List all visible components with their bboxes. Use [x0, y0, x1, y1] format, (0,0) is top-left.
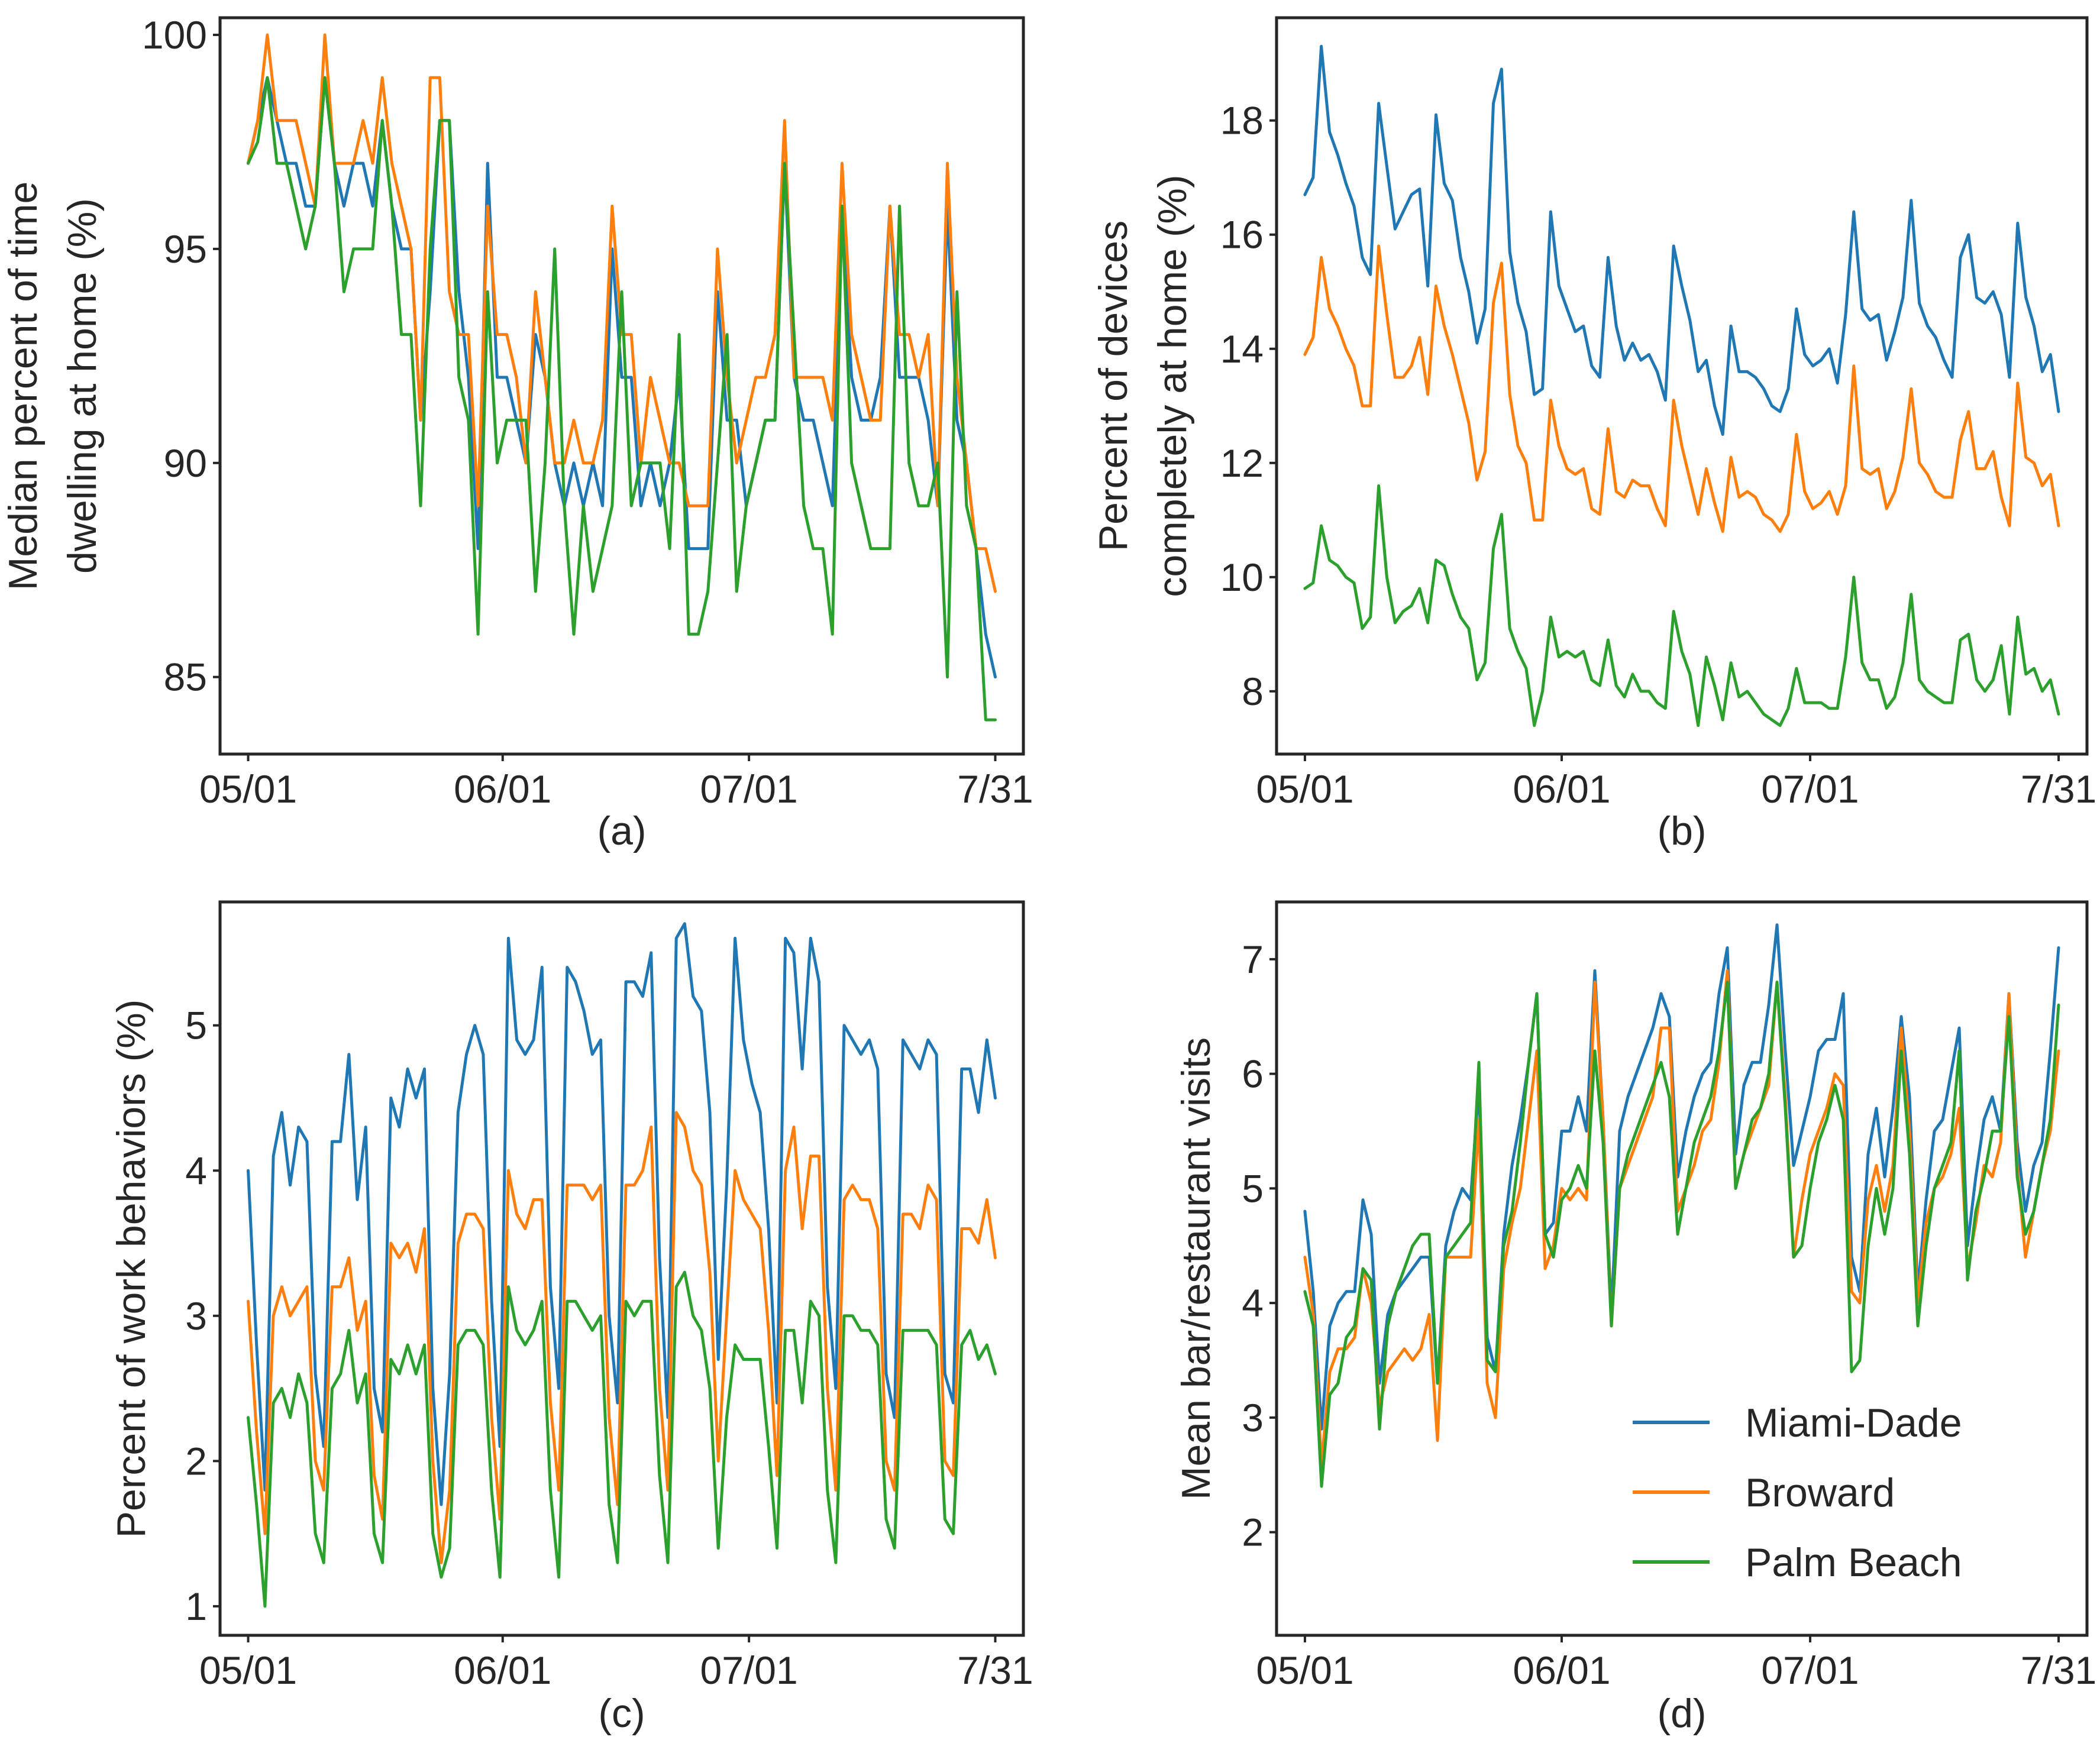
x-tick-label: 06/01 [1513, 767, 1610, 811]
series-line-miami-dade [247, 922, 997, 1506]
y-axis-label: Percent of devices [1091, 221, 1136, 551]
y-axis-label: Median percent of time [1, 182, 46, 591]
x-tick-label: 05/01 [1256, 767, 1353, 811]
y-tick-label: 7 [1242, 937, 1264, 981]
legend: Miami-Dade Broward Palm Beach [1633, 1401, 1962, 1585]
y-tick-label: 10 [1220, 555, 1264, 599]
x-tick-label: 06/01 [454, 767, 551, 811]
legend-label: Broward [1745, 1470, 1895, 1515]
y-tick-label: 100 [142, 13, 207, 57]
y-tick-label: 2 [185, 1439, 207, 1483]
chart-panel-2: 05/01 06/01 07/01 7/31 8 10 12 14 16 18 Percent of… [1091, 16, 2096, 853]
panel-label: (c) [598, 1691, 645, 1736]
x-tick-label: 7/31 [957, 1648, 1033, 1692]
y-tick-label: 85 [164, 655, 207, 699]
plot-frame [1275, 16, 2089, 756]
y-tick-label: 5 [185, 1004, 207, 1047]
y-tick-label: 3 [1242, 1396, 1264, 1440]
y-tick-label: 4 [185, 1149, 207, 1192]
y-tick-label: 8 [1242, 669, 1264, 713]
x-tick-label: 07/01 [700, 1648, 798, 1692]
panel-label: (a) [597, 808, 646, 853]
y-tick-label: 3 [185, 1294, 207, 1338]
y-tick-label: 14 [1220, 327, 1264, 371]
legend-label: Miami-Dade [1745, 1401, 1962, 1445]
y-tick-label: 12 [1220, 441, 1264, 485]
x-tick-label: 06/01 [454, 1648, 551, 1692]
plot-frame [218, 900, 1025, 1637]
panel-label: (b) [1657, 808, 1706, 853]
y-axis-label: Mean bar/restaurant visits [1174, 1037, 1219, 1500]
series-line-palm-beach [247, 1270, 997, 1608]
y-axis-label: completely at home (%) [1150, 174, 1195, 597]
chart-panel-3: 05/01 06/01 07/01 7/31 1 2 3 4 5 Percent of work … [109, 900, 1033, 1736]
x-tick-label: 07/01 [1761, 1648, 1859, 1692]
series-line-miami-dade [1303, 44, 2060, 436]
chart-panel-1: 05/01 06/01 07/01 7/31 85 90 95 100 Median perce… [1, 13, 1033, 853]
plot-frame [218, 16, 1025, 756]
series-line-broward [1303, 244, 2060, 533]
series-line-broward [247, 1111, 997, 1564]
x-tick-label: 05/01 [199, 767, 297, 811]
series-line-broward [247, 33, 997, 593]
panel-label: (d) [1657, 1691, 1706, 1736]
x-tick-label: 7/31 [2021, 767, 2096, 811]
y-tick-label: 2 [1242, 1511, 1264, 1554]
y-tick-label: 16 [1220, 213, 1264, 257]
y-tick-label: 95 [164, 227, 207, 271]
y-tick-label: 4 [1242, 1281, 1264, 1325]
x-tick-label: 7/31 [2021, 1648, 2096, 1692]
series-line-palm-beach [1303, 484, 2060, 727]
chart-panel-4: 05/01 06/01 07/01 7/31 2 3 4 5 6 7 Mean bar/restau… [1174, 900, 2096, 1736]
x-tick-label: 07/01 [700, 767, 798, 811]
x-tick-label: 7/31 [957, 767, 1033, 811]
x-tick-label: 06/01 [1513, 1648, 1610, 1692]
y-tick-label: 5 [1242, 1166, 1264, 1210]
x-tick-label: 05/01 [1256, 1648, 1353, 1692]
y-axis-label: Percent of work behaviors (%) [109, 1000, 154, 1538]
series-line-palm-beach [1303, 981, 2060, 1488]
y-tick-label: 1 [185, 1584, 207, 1628]
legend-label: Palm Beach [1745, 1540, 1962, 1585]
y-tick-label: 90 [164, 441, 207, 485]
series-line-palm-beach [247, 76, 997, 722]
y-axis-label: dwelling at home (%) [60, 198, 105, 574]
plot-frame [1275, 900, 2089, 1637]
x-tick-label: 07/01 [1761, 767, 1859, 811]
y-tick-label: 6 [1242, 1052, 1264, 1096]
x-tick-label: 05/01 [199, 1648, 297, 1692]
y-tick-label: 18 [1220, 99, 1264, 143]
